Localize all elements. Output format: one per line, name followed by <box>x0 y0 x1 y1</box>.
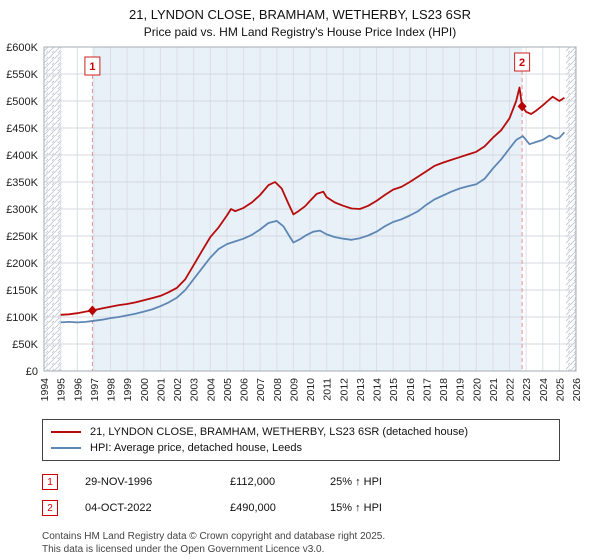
page-title: 21, LYNDON CLOSE, BRAMHAM, WETHERBY, LS2… <box>129 7 471 22</box>
y-axis-tick-label: £550K <box>6 69 38 81</box>
x-axis-tick-label: 2022 <box>505 378 517 402</box>
x-axis-tick-label: 2016 <box>405 378 417 402</box>
x-axis-tick-label: 1997 <box>89 378 101 402</box>
legend: 21, LYNDON CLOSE, BRAMHAM, WETHERBY, LS2… <box>42 419 560 461</box>
sale-number-label: 2 <box>519 57 525 69</box>
legend-item-property: 21, LYNDON CLOSE, BRAMHAM, WETHERBY, LS2… <box>51 424 551 440</box>
property-line-swatch <box>51 431 81 433</box>
x-axis-tick-label: 2015 <box>388 378 400 402</box>
sale-2-price: £490,000 <box>230 502 276 514</box>
y-axis-tick-label: £400K <box>6 150 38 162</box>
property-price-line <box>60 86 565 316</box>
sale-2-number-badge: 2 <box>42 500 58 516</box>
x-axis-tick-label: 2013 <box>355 378 367 402</box>
hpi-line <box>60 131 566 324</box>
sale-number-box <box>514 52 531 72</box>
x-axis-tick-label: 2001 <box>155 378 167 402</box>
y-axis-tick-label: £100K <box>6 312 38 324</box>
sale-row-1: 1 29-NOV-1996 £112,000 25% ↑ HPI <box>42 469 600 495</box>
sale-1-number-badge: 1 <box>42 474 58 490</box>
y-axis-tick-label: £300K <box>6 204 38 216</box>
legend-label-property: 21, LYNDON CLOSE, BRAMHAM, WETHERBY, LS2… <box>90 426 469 438</box>
price-chart: 1 2 £0 £50K £100K £150K £200K £250K £300K £350K £4… <box>6 42 583 402</box>
y-axis-tick-label: £200K <box>6 258 38 270</box>
y-axis-tick-label: £600K <box>6 42 38 54</box>
x-axis-tick-label: 2009 <box>288 378 300 402</box>
x-axis-tick-label: 2018 <box>438 378 450 402</box>
x-axis-tick-label: 1995 <box>56 378 68 402</box>
x-axis-tick-label: 2006 <box>239 378 251 402</box>
x-axis-tick-label: 2005 <box>222 378 234 402</box>
x-axis-tick-label: 2004 <box>205 378 217 402</box>
x-axis-tick-label: 2008 <box>272 378 284 402</box>
x-axis-tick-label: 2012 <box>338 378 350 402</box>
sale-number-label: 1 <box>89 61 95 73</box>
sales-table: 1 29-NOV-1996 £112,000 25% ↑ HPI 2 04-OC… <box>42 469 600 521</box>
sale-point-marker <box>87 305 97 316</box>
sale-2-hpi-change: 15% ↑ HPI <box>330 502 382 514</box>
sale-number-box <box>84 56 101 76</box>
x-axis-tick-label: 2025 <box>554 378 566 402</box>
sale-1-date: 29-NOV-1996 <box>85 476 153 488</box>
sale-row-2: 2 04-OCT-2022 £490,000 15% ↑ HPI <box>42 495 600 521</box>
y-axis-tick-label: £350K <box>6 177 38 189</box>
x-axis-tick-label: 2019 <box>455 378 467 402</box>
x-axis-tick-label: 2021 <box>488 378 500 402</box>
x-axis-tick-label: 2017 <box>421 378 433 402</box>
sale-point-marker <box>517 101 527 112</box>
x-axis-tick-label: 1998 <box>106 378 118 402</box>
x-axis-tick-label: 2003 <box>189 378 201 402</box>
footer-license: Contains HM Land Registry data © Crown c… <box>42 530 600 556</box>
sale-2-date: 04-OCT-2022 <box>85 502 152 514</box>
chart-subtitle: Price paid vs. HM Land Registry's House … <box>143 25 457 39</box>
footer-line1: Contains HM Land Registry data © Crown c… <box>42 531 386 542</box>
x-axis-tick-label: 2007 <box>255 378 267 402</box>
x-axis-tick-label: 2011 <box>322 378 334 401</box>
x-axis-tick-label: 1996 <box>72 378 84 402</box>
y-axis-tick-label: £0 <box>26 366 38 378</box>
x-axis-tick-label: 2023 <box>521 378 533 402</box>
y-axis-tick-label: £150K <box>6 285 38 297</box>
x-axis-tick-label: 2024 <box>538 378 550 402</box>
y-axis-tick-label: £500K <box>6 96 38 108</box>
y-axis-tick-label: £250K <box>6 231 38 243</box>
plot-border <box>43 46 577 372</box>
x-axis-tick-label: 2020 <box>471 378 483 402</box>
sale-1-price: £112,000 <box>230 476 276 488</box>
x-axis-tick-label: 2000 <box>139 378 151 402</box>
footer-line2: This data is licensed under the Open Gov… <box>42 544 325 555</box>
legend-item-hpi: HPI: Average price, detached house, Leed… <box>51 440 551 456</box>
x-axis-tick-label: 1999 <box>122 378 134 402</box>
legend-label-hpi: HPI: Average price, detached house, Leed… <box>90 442 302 454</box>
x-axis-tick-label: 1994 <box>39 378 51 402</box>
y-axis-tick-label: £50K <box>12 339 38 351</box>
y-axis-tick-label: £450K <box>6 123 38 135</box>
x-axis-tick-label: 2010 <box>305 378 317 402</box>
hpi-line-swatch <box>51 447 81 449</box>
sale-1-hpi-change: 25% ↑ HPI <box>330 476 382 488</box>
x-axis-tick-label: 2014 <box>372 378 384 402</box>
x-axis-tick-label: 2002 <box>172 378 184 402</box>
x-axis-tick-label: 2026 <box>571 378 583 402</box>
